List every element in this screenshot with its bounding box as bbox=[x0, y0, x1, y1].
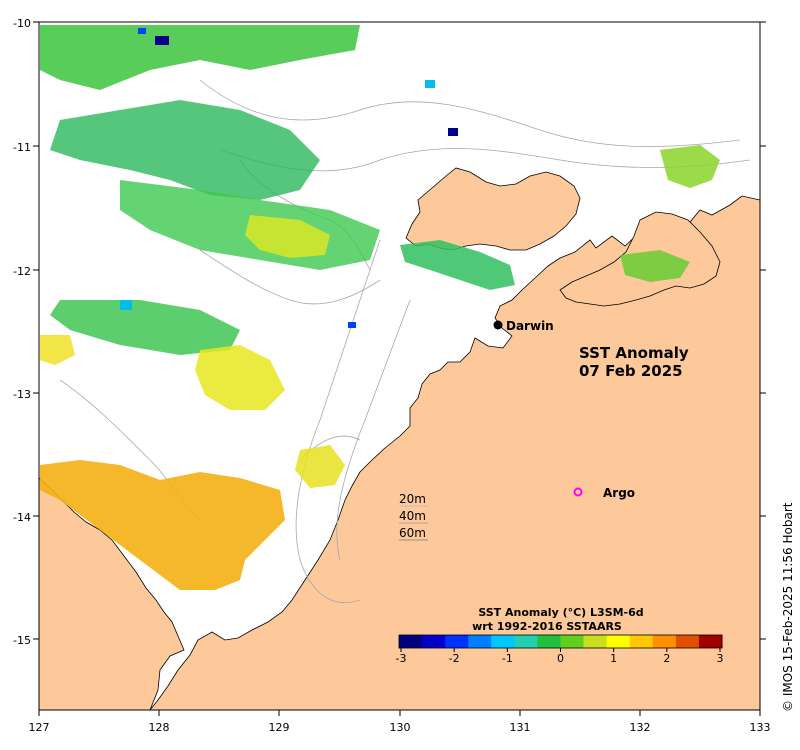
cold-anomaly-specks bbox=[120, 28, 458, 328]
lat-tick-label: -15 bbox=[13, 634, 31, 647]
colorbar-title: SST Anomaly (°C) L3SM-6d bbox=[478, 606, 643, 619]
colorbar-swatch bbox=[399, 635, 423, 648]
colorbar-tick-label: -2 bbox=[449, 652, 460, 665]
argo-label: Argo bbox=[603, 486, 635, 500]
colorbar-swatch bbox=[606, 635, 631, 648]
cold-speck bbox=[425, 80, 435, 88]
colorbar-swatch bbox=[491, 635, 515, 648]
colorbar-tick-label: -1 bbox=[502, 652, 513, 665]
depth-legend-60m: 60m bbox=[399, 526, 426, 540]
anomaly-patch-northwest bbox=[50, 100, 320, 200]
colorbar: SST Anomaly (°C) L3SM-6d wrt 1992-2016 S… bbox=[396, 606, 724, 665]
map-plot-area bbox=[38, 22, 761, 711]
colorbar-swatch bbox=[629, 635, 654, 648]
colorbar-tick-label: 1 bbox=[610, 652, 617, 665]
depth-legend: 20m 40m 60m bbox=[399, 492, 428, 541]
map-date: 07 Feb 2025 bbox=[579, 362, 683, 380]
lat-tick-label: -14 bbox=[13, 511, 31, 524]
colorbar-swatch bbox=[514, 635, 538, 648]
colorbar-swatch bbox=[652, 635, 677, 648]
cold-speck bbox=[138, 28, 146, 34]
anomaly-patch-yellow-south bbox=[295, 445, 345, 488]
lon-tick-label: 133 bbox=[750, 721, 771, 734]
colorbar-ticks: -3 -2 -1 0 1 2 3 bbox=[396, 648, 724, 665]
colorbar-swatches bbox=[399, 635, 723, 648]
lon-tick-label: 130 bbox=[390, 721, 411, 734]
anomaly-patch-channel bbox=[400, 240, 515, 290]
sst-anomaly-patches bbox=[40, 25, 720, 590]
anomaly-patch-yellow-center bbox=[245, 215, 330, 258]
colorbar-swatch bbox=[468, 635, 492, 648]
lon-tick-label: 129 bbox=[269, 721, 290, 734]
anomaly-patch-west-green bbox=[50, 300, 240, 355]
credit-text: © IMOS 15-Feb-2025 11:56 Hobart bbox=[781, 502, 795, 712]
lon-tick-label: 131 bbox=[510, 721, 531, 734]
lon-tick-label: 132 bbox=[630, 721, 651, 734]
cold-speck bbox=[120, 300, 132, 310]
colorbar-tick-label: 2 bbox=[663, 652, 670, 665]
anomaly-patch-yellow-west bbox=[195, 345, 285, 410]
colorbar-tick-label: 3 bbox=[717, 652, 724, 665]
longitude-axis: 127 128 129 130 131 132 133 bbox=[29, 710, 771, 734]
colorbar-subtitle: wrt 1992-2016 SSTAARS bbox=[472, 620, 622, 633]
land-west-coast bbox=[38, 477, 185, 711]
lon-tick-label: 128 bbox=[149, 721, 170, 734]
colorbar-swatch bbox=[560, 635, 585, 648]
colorbar-tick-label: -3 bbox=[396, 652, 407, 665]
colorbar-swatch bbox=[583, 635, 608, 648]
colorbar-tick-label: 0 bbox=[557, 652, 564, 665]
anomaly-patch-orange-southwest bbox=[40, 460, 285, 590]
darwin-label: Darwin bbox=[506, 319, 554, 333]
map-title: SST Anomaly bbox=[579, 344, 689, 362]
anomaly-patch-green-right bbox=[620, 250, 690, 282]
darwin-marker bbox=[493, 320, 503, 330]
lat-tick-label: -13 bbox=[13, 388, 31, 401]
lon-tick-label: 127 bbox=[29, 721, 50, 734]
colorbar-swatch bbox=[422, 635, 446, 648]
anomaly-patch-north bbox=[40, 25, 360, 90]
lat-tick-label: -12 bbox=[13, 265, 31, 278]
argo-marker bbox=[573, 487, 583, 497]
latitude-axis: -10 -11 -12 -13 -14 -15 bbox=[13, 17, 766, 647]
cold-speck bbox=[348, 322, 356, 328]
colorbar-swatch bbox=[445, 635, 469, 648]
colorbar-swatch bbox=[675, 635, 700, 648]
cold-speck bbox=[155, 36, 169, 45]
colorbar-swatch bbox=[698, 635, 723, 648]
land-mainland bbox=[149, 195, 761, 711]
lat-tick-label: -11 bbox=[13, 141, 31, 154]
colorbar-swatch bbox=[537, 635, 561, 648]
anomaly-patch-green-east bbox=[660, 145, 720, 188]
cold-speck bbox=[448, 128, 458, 136]
anomaly-patch-yellow-left bbox=[40, 335, 75, 365]
lat-tick-label: -10 bbox=[13, 17, 31, 30]
depth-legend-20m: 20m bbox=[399, 492, 426, 506]
depth-legend-40m: 40m bbox=[399, 509, 426, 523]
